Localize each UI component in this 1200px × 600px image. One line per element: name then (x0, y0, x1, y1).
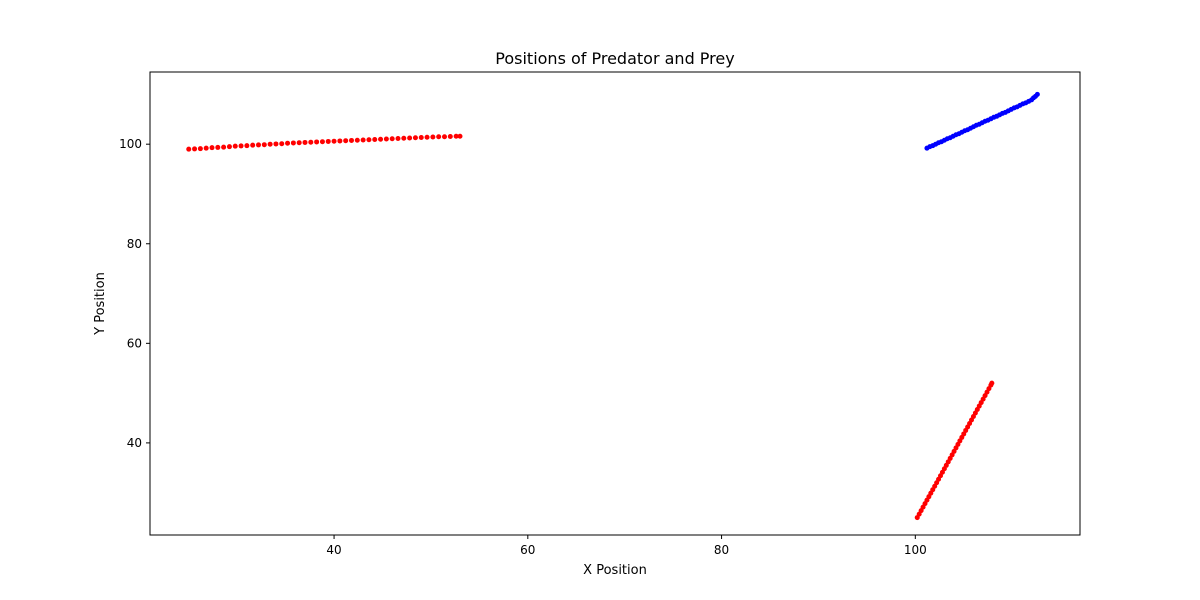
data-point (1034, 91, 1040, 97)
data-point (436, 134, 442, 140)
y-tick-label: 60 (127, 336, 142, 350)
data-point (221, 144, 227, 150)
data-point (331, 138, 337, 144)
data-point (442, 134, 447, 140)
data-point (389, 136, 395, 142)
data-point (412, 135, 418, 141)
points-layer (186, 91, 1040, 521)
data-point (296, 140, 302, 146)
data-point (256, 142, 261, 148)
data-point (366, 137, 372, 143)
data-point (209, 145, 215, 151)
series-1 (186, 133, 463, 152)
chart-title: Positions of Predator and Prey (495, 49, 734, 68)
y-tick-label: 100 (119, 137, 142, 151)
data-point (273, 141, 279, 147)
data-point (349, 137, 354, 143)
data-point (261, 142, 267, 148)
y-tick-label: 40 (127, 436, 142, 450)
data-point (226, 144, 232, 150)
data-point (989, 380, 995, 386)
data-point (457, 133, 463, 139)
data-point (383, 136, 389, 142)
data-point (378, 136, 384, 142)
x-axis-label: X Position (583, 563, 647, 578)
x-axis-ticks: 40 60 80 100 (326, 535, 927, 557)
plot-frame (149, 71, 1081, 536)
data-point (401, 135, 407, 141)
data-point (267, 141, 273, 147)
data-point (244, 143, 250, 149)
data-point (424, 134, 430, 140)
data-point (215, 144, 221, 150)
data-point (354, 137, 360, 143)
x-tick-label: 60 (520, 543, 535, 557)
data-point (395, 135, 401, 141)
series-2 (914, 380, 995, 521)
data-point (290, 140, 296, 146)
data-point (453, 133, 459, 139)
data-point (418, 134, 424, 140)
y-tick-label: 80 (127, 237, 142, 251)
data-point (343, 138, 349, 144)
data-point (337, 138, 343, 144)
series-0 (924, 91, 1040, 151)
x-tick-label: 80 (714, 543, 729, 557)
data-point (360, 137, 366, 143)
data-point (250, 142, 256, 148)
data-point (319, 139, 325, 145)
data-point (447, 133, 453, 139)
data-point (302, 139, 308, 145)
data-point (232, 143, 238, 149)
data-point (308, 139, 314, 145)
data-point (407, 135, 413, 141)
data-point (197, 146, 203, 152)
data-point (430, 134, 436, 140)
data-point (238, 143, 244, 149)
data-point (186, 146, 192, 152)
y-axis-ticks: 40 60 80 100 (119, 137, 150, 450)
data-point (203, 145, 209, 151)
data-point (279, 141, 285, 147)
data-point (192, 146, 198, 152)
data-point (372, 136, 378, 142)
data-point (285, 140, 291, 146)
x-tick-label: 40 (326, 543, 341, 557)
data-point (325, 138, 331, 144)
data-point (314, 139, 320, 145)
y-axis-label: Y Position (93, 272, 108, 336)
x-tick-label: 100 (904, 543, 927, 557)
